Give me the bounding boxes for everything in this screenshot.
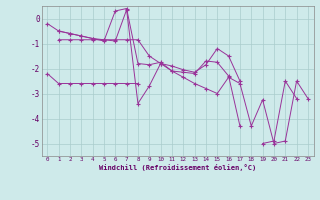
X-axis label: Windchill (Refroidissement éolien,°C): Windchill (Refroidissement éolien,°C) bbox=[99, 164, 256, 171]
